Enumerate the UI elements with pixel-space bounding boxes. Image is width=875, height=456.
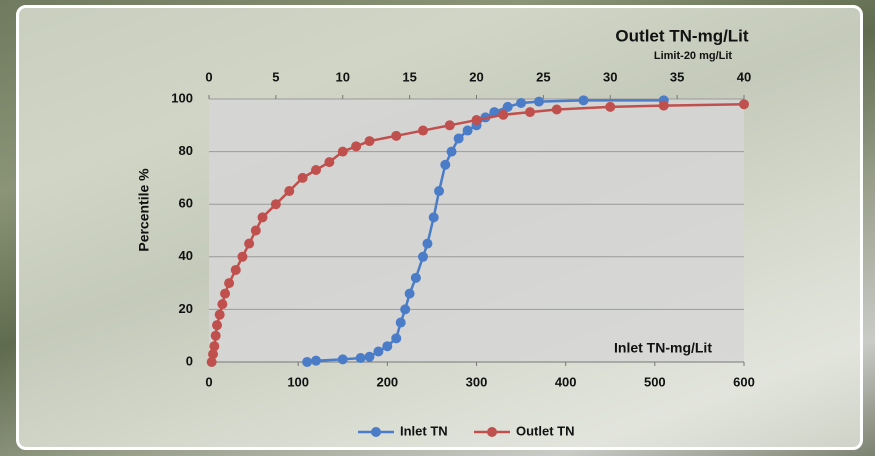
x-axis-title: Inlet TN-mg/Lit	[614, 340, 712, 356]
x2-tick-label: 25	[536, 69, 550, 84]
chart: Outlet TN-mg/Lit Limit-20 mg/Lit Inlet T…	[0, 0, 875, 456]
point	[365, 136, 375, 146]
point	[391, 333, 401, 343]
point	[534, 97, 544, 107]
point	[429, 212, 439, 222]
annotation: Limit-20 mg/Lit	[654, 50, 733, 62]
x2-tick-label: 10	[336, 69, 350, 84]
y-tick-label: 80	[179, 143, 193, 158]
point	[217, 299, 227, 309]
point	[258, 212, 268, 222]
point	[422, 239, 432, 249]
point	[552, 105, 562, 115]
point	[411, 273, 421, 283]
point	[237, 252, 247, 262]
point	[271, 199, 281, 209]
top-axis-title: Outlet TN-mg/Lit	[615, 26, 748, 45]
point	[373, 346, 383, 356]
point	[311, 165, 321, 175]
x-tick-label: 500	[644, 374, 666, 389]
point	[298, 173, 308, 183]
x2-tick-label: 5	[272, 69, 279, 84]
point	[302, 357, 312, 367]
x-tick-label: 100	[287, 374, 309, 389]
x2-tick-label: 35	[670, 69, 684, 84]
point	[324, 157, 334, 167]
plot-area	[209, 99, 744, 362]
x-tick-label: 0	[205, 374, 212, 389]
point	[525, 107, 535, 117]
y-tick-label: 100	[171, 90, 193, 105]
point	[400, 304, 410, 314]
point	[447, 147, 457, 157]
point	[463, 126, 473, 136]
x2-tick-label: 15	[402, 69, 416, 84]
point	[224, 278, 234, 288]
legend-marker	[371, 427, 381, 437]
point	[284, 186, 294, 196]
point	[434, 186, 444, 196]
point	[356, 353, 366, 363]
point	[212, 320, 222, 330]
point	[418, 126, 428, 136]
point	[498, 110, 508, 120]
point	[659, 101, 669, 111]
point	[418, 252, 428, 262]
point	[579, 95, 589, 105]
point	[215, 310, 225, 320]
x2-tick-label: 20	[469, 69, 483, 84]
point	[211, 331, 221, 341]
point	[338, 147, 348, 157]
point	[391, 131, 401, 141]
point	[365, 352, 375, 362]
legend-marker	[487, 427, 497, 437]
legend-label: Inlet TN	[400, 423, 448, 438]
legend-label: Outlet TN	[516, 423, 575, 438]
x-tick-label: 400	[555, 374, 577, 389]
point	[251, 226, 261, 236]
y-tick-label: 20	[179, 301, 193, 316]
point	[220, 289, 230, 299]
point	[311, 356, 321, 366]
point	[472, 115, 482, 125]
x2-tick-label: 0	[205, 69, 212, 84]
point	[231, 265, 241, 275]
point	[338, 354, 348, 364]
page: Outlet TN-mg/Lit Limit-20 mg/Lit Inlet T…	[0, 0, 875, 456]
y-axis-title: Percentile %	[136, 168, 152, 252]
point	[445, 120, 455, 130]
x-tick-label: 600	[733, 374, 755, 389]
point	[244, 239, 254, 249]
x2-tick-label: 40	[737, 69, 751, 84]
point	[605, 102, 615, 112]
y-tick-label: 60	[179, 196, 193, 211]
point	[440, 160, 450, 170]
x-tick-label: 300	[466, 374, 488, 389]
point	[739, 99, 749, 109]
point	[351, 141, 361, 151]
point	[454, 133, 464, 143]
point	[382, 341, 392, 351]
x-tick-label: 200	[376, 374, 398, 389]
point	[209, 341, 219, 351]
x2-tick-label: 30	[603, 69, 617, 84]
point	[405, 289, 415, 299]
y-tick-label: 0	[186, 353, 193, 368]
point	[396, 318, 406, 328]
point	[516, 98, 526, 108]
y-tick-label: 40	[179, 248, 193, 263]
